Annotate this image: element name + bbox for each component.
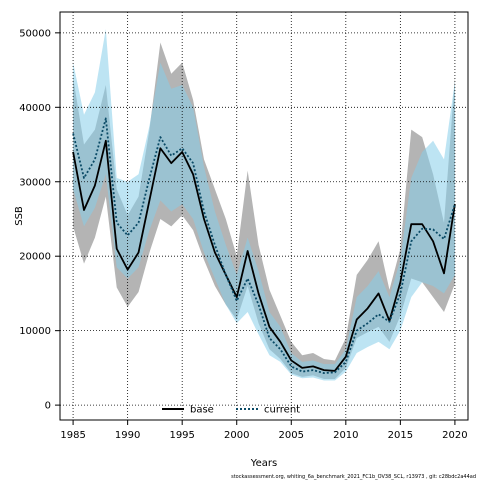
y-tick-label: 20000 <box>19 252 51 263</box>
x-tick-label: 2010 <box>333 430 358 441</box>
y-tick-label: 50000 <box>19 28 51 39</box>
y-axis: 0 10000 20000 30000 40000 50000 <box>19 28 60 412</box>
y-tick-label: 40000 <box>19 103 51 114</box>
x-tick-label: 1985 <box>60 430 85 441</box>
grid-lines <box>60 12 468 420</box>
legend: base current <box>162 405 300 416</box>
plot-frame <box>59 11 469 421</box>
confidence-bands <box>73 29 455 381</box>
legend-label-current: current <box>264 405 300 416</box>
legend-label-base: base <box>190 405 214 416</box>
y-tick-label: 10000 <box>19 326 51 337</box>
series-line-current <box>72 117 456 374</box>
x-tick-label: 2015 <box>388 430 413 441</box>
x-axis: 1985 1990 1995 2000 2005 2010 2015 2020 <box>60 420 468 441</box>
footnote: stockassessment.org, whiting_6a_benchmar… <box>231 474 476 480</box>
x-tick-label: 1995 <box>169 430 194 441</box>
y-tick-label: 30000 <box>19 177 51 188</box>
y-tick-label: 0 <box>45 401 51 412</box>
x-axis-title: Years <box>250 458 277 469</box>
series-lines <box>72 117 456 374</box>
confidence-band-current <box>73 29 455 381</box>
x-tick-label: 2005 <box>279 430 304 441</box>
x-tick-label: 1990 <box>115 430 140 441</box>
y-axis-title: SSB <box>14 206 25 226</box>
x-tick-label: 2020 <box>442 430 467 441</box>
x-tick-label: 2000 <box>224 430 249 441</box>
